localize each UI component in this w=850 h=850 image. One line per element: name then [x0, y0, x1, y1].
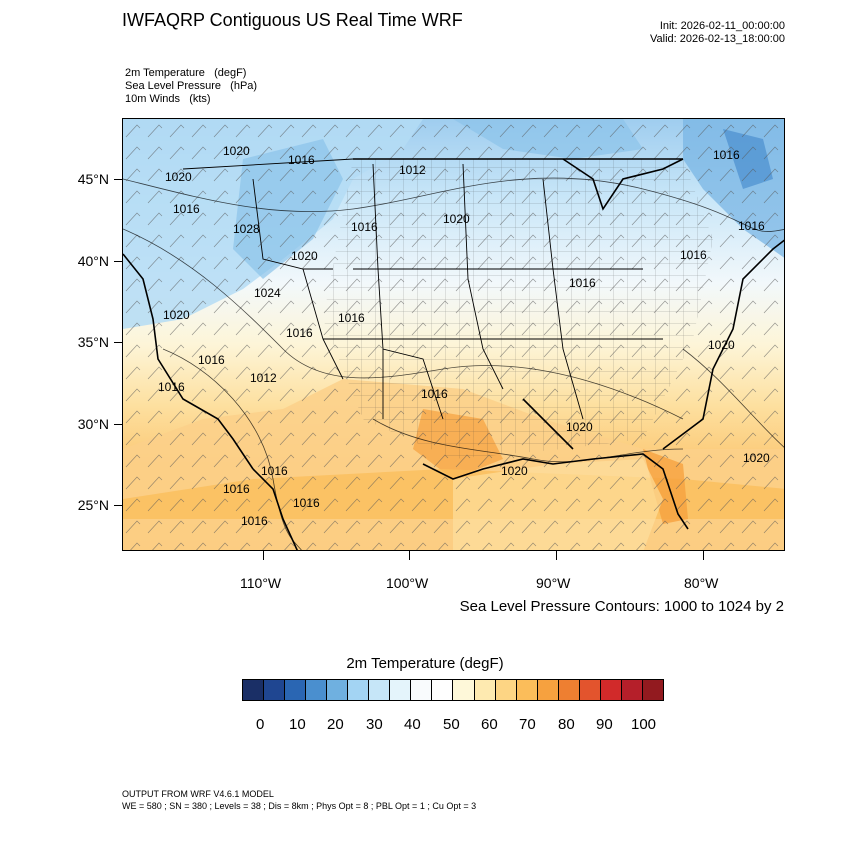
- footer-config: WE = 580 ; SN = 380 ; Levels = 38 ; Dis …: [122, 801, 477, 811]
- colorbar-swatch: [432, 680, 454, 700]
- slp-label: 1016: [351, 220, 378, 234]
- colorbar-title: 2m Temperature (degF): [346, 655, 504, 672]
- slp-label: 1028: [233, 222, 260, 236]
- slp-label: 1020: [163, 308, 190, 322]
- slp-label: 1016: [569, 276, 596, 290]
- colorbar-label: 80: [558, 716, 575, 733]
- slp-label: 1016: [261, 464, 288, 478]
- colorbar-label: 30: [366, 716, 383, 733]
- slp-label: 1016: [421, 387, 448, 401]
- colorbar-swatch: [390, 680, 412, 700]
- colorbar-swatch: [495, 680, 517, 700]
- lat-tick: [114, 342, 122, 343]
- lat-tick: [114, 179, 122, 180]
- colorbar-swatch: [579, 680, 601, 700]
- colorbar-label: 40: [404, 716, 421, 733]
- colorbar-swatch: [537, 680, 559, 700]
- weather-map: 1020 1016 1012 1020 1016 1016 1028 1020 …: [122, 118, 785, 551]
- colorbar-swatch: [411, 680, 433, 700]
- lat-label: 35°N: [77, 334, 109, 350]
- colorbar-swatch: [369, 680, 391, 700]
- colorbar-swatch: [327, 680, 349, 700]
- lat-label: 40°N: [77, 253, 109, 269]
- slp-label: 1020: [223, 144, 250, 158]
- map-title: IWFAQRP Contiguous US Real Time WRF: [122, 10, 463, 30]
- slp-label: 1024: [254, 286, 281, 300]
- slp-label: 1020: [566, 420, 593, 434]
- colorbar-swatch: [474, 680, 496, 700]
- slp-label: 1016: [158, 380, 185, 394]
- slp-label: 1020: [443, 212, 470, 226]
- lat-tick: [114, 505, 122, 506]
- colorbar-swatch: [453, 680, 475, 700]
- field-temperature: 2m Temperature (degF): [125, 67, 247, 79]
- lon-tick: [409, 551, 410, 560]
- lon-label: 100°W: [386, 575, 429, 591]
- slp-label: 1016: [338, 311, 365, 325]
- lon-label: 80°W: [684, 575, 719, 591]
- colorbar-swatch: [306, 680, 328, 700]
- lon-tick: [263, 551, 264, 560]
- field-pressure: Sea Level Pressure (hPa): [125, 80, 258, 92]
- init-time: Init: 2026-02-11_00:00:00: [659, 20, 785, 32]
- colorbar-label: 0: [256, 716, 265, 733]
- contours-note: Sea Level Pressure Contours: 1000 to 102…: [459, 598, 784, 615]
- colorbar-swatch: [642, 680, 663, 700]
- lat-label: 30°N: [77, 416, 109, 432]
- colorbar-swatch: [621, 680, 643, 700]
- slp-label: 1016: [293, 496, 320, 510]
- slp-label: 1016: [198, 353, 225, 367]
- colorbar-swatch: [243, 680, 265, 700]
- footer-model: OUTPUT FROM WRF V4.6.1 MODEL: [122, 789, 274, 799]
- lon-tick: [703, 551, 704, 560]
- slp-label: 1020: [708, 338, 735, 352]
- slp-label: 1016: [241, 514, 268, 528]
- lat-label: 25°N: [77, 497, 109, 513]
- slp-label: 1020: [743, 451, 770, 465]
- lon-tick: [556, 551, 557, 560]
- slp-label: 1016: [738, 219, 765, 233]
- valid-time: Valid: 2026-02-13_18:00:00: [650, 33, 785, 45]
- colorbar-swatch: [285, 680, 307, 700]
- slp-label: 1016: [713, 148, 740, 162]
- colorbar-label: 60: [481, 716, 498, 733]
- lat-label: 45°N: [77, 171, 109, 187]
- colorbar-label: 50: [443, 716, 460, 733]
- colorbar-swatch: [516, 680, 538, 700]
- slp-label: 1020: [165, 170, 192, 184]
- colorbar-swatch: [558, 680, 580, 700]
- colorbar-label: 10: [289, 716, 306, 733]
- slp-label: 1016: [173, 202, 200, 216]
- slp-label: 1020: [501, 464, 528, 478]
- slp-label: 1012: [399, 163, 426, 177]
- slp-label-group: 1020 1016 1012 1020 1016 1016 1028 1020 …: [158, 144, 770, 528]
- lat-tick: [114, 424, 122, 425]
- slp-label: 1016: [680, 248, 707, 262]
- colorbar: [242, 679, 664, 701]
- colorbar-swatch: [348, 680, 370, 700]
- field-winds: 10m Winds (kts): [125, 93, 211, 105]
- lon-label: 110°W: [240, 575, 282, 591]
- slp-label: 1016: [223, 482, 250, 496]
- run-times: Init: 2026-02-11_00:00:00 Valid: 2026-02…: [650, 20, 785, 46]
- lon-label: 90°W: [536, 575, 571, 591]
- slp-label: 1016: [286, 326, 313, 340]
- colorbar-swatch: [264, 680, 286, 700]
- colorbar-label: 70: [519, 716, 536, 733]
- lat-tick: [114, 261, 122, 262]
- colorbar-swatch: [600, 680, 622, 700]
- map-canvas: 1020 1016 1012 1020 1016 1016 1028 1020 …: [123, 119, 784, 550]
- slp-label: 1020: [291, 249, 318, 263]
- colorbar-label: 20: [327, 716, 344, 733]
- slp-label: 1016: [288, 153, 315, 167]
- colorbar-label: 100: [631, 716, 657, 733]
- colorbar-label: 90: [596, 716, 613, 733]
- slp-label: 1012: [250, 371, 277, 385]
